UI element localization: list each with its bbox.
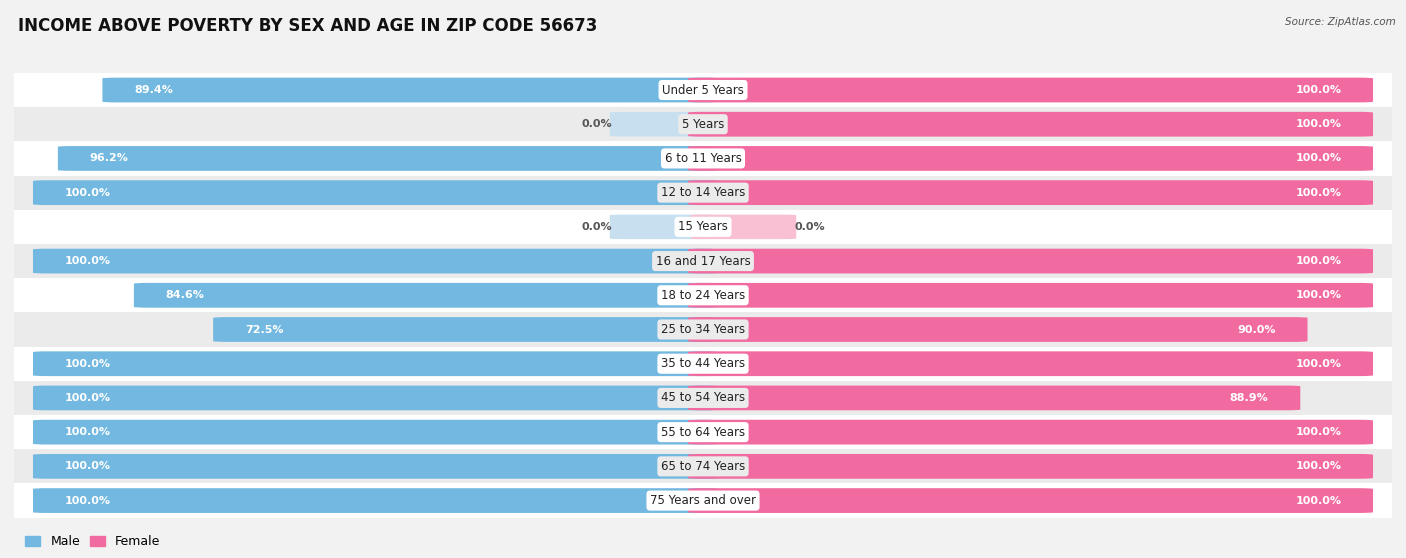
Text: 75 Years and over: 75 Years and over (650, 494, 756, 507)
Text: 88.9%: 88.9% (1230, 393, 1268, 403)
Text: 15 Years: 15 Years (678, 220, 728, 233)
Text: 18 to 24 Years: 18 to 24 Years (661, 289, 745, 302)
Legend: Male, Female: Male, Female (20, 531, 166, 554)
FancyBboxPatch shape (14, 449, 1392, 483)
FancyBboxPatch shape (14, 278, 1392, 312)
Text: 100.0%: 100.0% (1295, 119, 1341, 129)
Text: 55 to 64 Years: 55 to 64 Years (661, 426, 745, 439)
Text: 65 to 74 Years: 65 to 74 Years (661, 460, 745, 473)
FancyBboxPatch shape (14, 141, 1392, 176)
Text: 100.0%: 100.0% (65, 461, 111, 472)
Text: 0.0%: 0.0% (581, 222, 612, 232)
Text: 90.0%: 90.0% (1237, 325, 1275, 334)
Text: 35 to 44 Years: 35 to 44 Years (661, 357, 745, 370)
Text: 0.0%: 0.0% (581, 119, 612, 129)
FancyBboxPatch shape (14, 244, 1392, 278)
FancyBboxPatch shape (688, 386, 1301, 410)
Text: 6 to 11 Years: 6 to 11 Years (665, 152, 741, 165)
Text: 100.0%: 100.0% (1295, 359, 1341, 369)
FancyBboxPatch shape (32, 249, 718, 273)
Text: 16 and 17 Years: 16 and 17 Years (655, 254, 751, 268)
Text: 72.5%: 72.5% (245, 325, 284, 334)
Text: 100.0%: 100.0% (1295, 256, 1341, 266)
FancyBboxPatch shape (32, 420, 718, 445)
Text: 100.0%: 100.0% (1295, 153, 1341, 163)
Text: 100.0%: 100.0% (1295, 427, 1341, 437)
FancyBboxPatch shape (14, 312, 1392, 347)
FancyBboxPatch shape (14, 381, 1392, 415)
FancyBboxPatch shape (134, 283, 718, 307)
FancyBboxPatch shape (14, 73, 1392, 107)
Text: 100.0%: 100.0% (65, 427, 111, 437)
FancyBboxPatch shape (688, 283, 1374, 307)
Text: Under 5 Years: Under 5 Years (662, 84, 744, 97)
Text: 100.0%: 100.0% (1295, 496, 1341, 506)
FancyBboxPatch shape (688, 488, 1374, 513)
FancyBboxPatch shape (688, 249, 1374, 273)
FancyBboxPatch shape (688, 112, 1374, 137)
FancyBboxPatch shape (32, 180, 718, 205)
Text: 100.0%: 100.0% (65, 359, 111, 369)
Text: 100.0%: 100.0% (65, 256, 111, 266)
FancyBboxPatch shape (688, 454, 1374, 479)
Text: 100.0%: 100.0% (1295, 85, 1341, 95)
FancyBboxPatch shape (14, 107, 1392, 141)
Text: 0.0%: 0.0% (794, 222, 825, 232)
FancyBboxPatch shape (690, 215, 796, 239)
FancyBboxPatch shape (14, 483, 1392, 518)
FancyBboxPatch shape (32, 352, 718, 376)
FancyBboxPatch shape (14, 210, 1392, 244)
Text: 84.6%: 84.6% (166, 290, 204, 300)
Text: 96.2%: 96.2% (90, 153, 128, 163)
FancyBboxPatch shape (688, 78, 1374, 103)
FancyBboxPatch shape (14, 415, 1392, 449)
Text: Source: ZipAtlas.com: Source: ZipAtlas.com (1285, 17, 1396, 27)
FancyBboxPatch shape (688, 146, 1374, 171)
FancyBboxPatch shape (688, 317, 1308, 342)
Text: 100.0%: 100.0% (1295, 290, 1341, 300)
Text: 12 to 14 Years: 12 to 14 Years (661, 186, 745, 199)
FancyBboxPatch shape (14, 347, 1392, 381)
FancyBboxPatch shape (32, 386, 718, 410)
FancyBboxPatch shape (610, 215, 716, 239)
Text: 25 to 34 Years: 25 to 34 Years (661, 323, 745, 336)
FancyBboxPatch shape (14, 176, 1392, 210)
FancyBboxPatch shape (688, 420, 1374, 445)
Text: 100.0%: 100.0% (65, 496, 111, 506)
FancyBboxPatch shape (688, 180, 1374, 205)
Text: 100.0%: 100.0% (65, 187, 111, 198)
Text: 89.4%: 89.4% (134, 85, 173, 95)
FancyBboxPatch shape (32, 488, 718, 513)
Text: 100.0%: 100.0% (1295, 187, 1341, 198)
Text: 45 to 54 Years: 45 to 54 Years (661, 391, 745, 405)
FancyBboxPatch shape (58, 146, 718, 171)
FancyBboxPatch shape (103, 78, 718, 103)
FancyBboxPatch shape (214, 317, 718, 342)
FancyBboxPatch shape (32, 454, 718, 479)
Text: 5 Years: 5 Years (682, 118, 724, 131)
Text: 100.0%: 100.0% (65, 393, 111, 403)
Text: 100.0%: 100.0% (1295, 461, 1341, 472)
Text: INCOME ABOVE POVERTY BY SEX AND AGE IN ZIP CODE 56673: INCOME ABOVE POVERTY BY SEX AND AGE IN Z… (18, 17, 598, 35)
FancyBboxPatch shape (610, 112, 716, 137)
FancyBboxPatch shape (688, 352, 1374, 376)
